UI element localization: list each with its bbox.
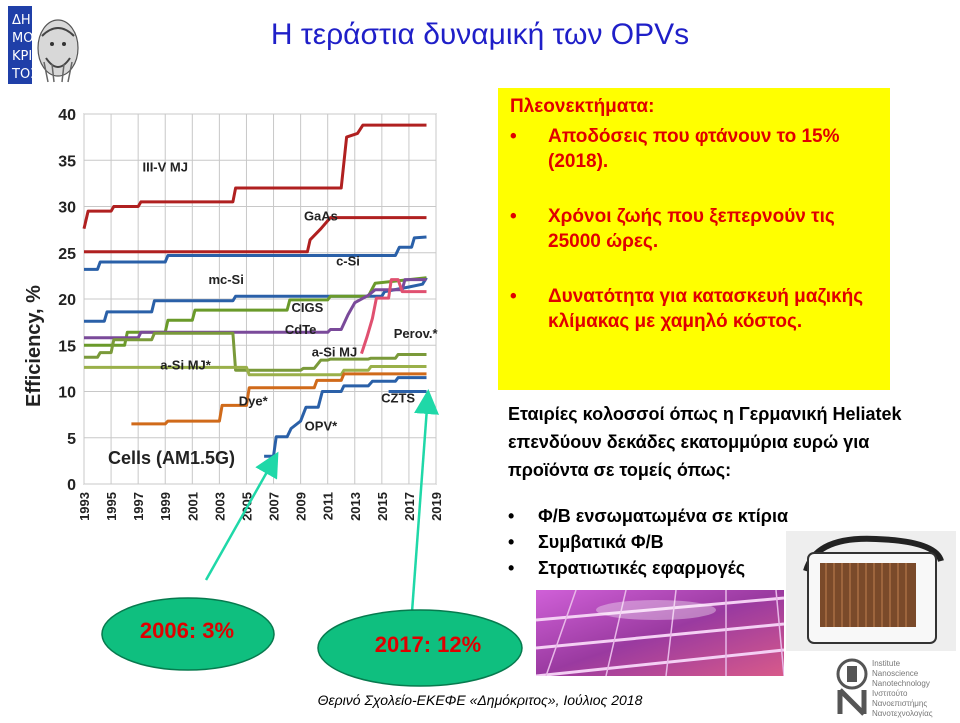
series-label: Dye*: [239, 393, 269, 408]
series-label: Perov.*: [394, 326, 439, 341]
svg-text:Nanoscience: Nanoscience: [872, 669, 919, 678]
advantage-text: Χρόνοι ζωής που ξεπερνούν τις 25000 ώρες…: [548, 206, 835, 252]
chart-x-ticks: 1993199519971999200120032005200720092011…: [77, 492, 444, 521]
series-label: CIGS: [291, 300, 323, 315]
svg-text:ΜΟ: ΜΟ: [12, 31, 33, 46]
x-tick-label: 1993: [77, 492, 92, 521]
companies-intro: Εταιρίες κολοσσοί όπως η Γερμανική Helia…: [508, 404, 902, 480]
advantage-text: Δυνατότητα για κατασκευή μαζικής κλίμακα…: [548, 286, 864, 332]
x-tick-label: 1995: [104, 492, 119, 521]
solar-bag-photo: [786, 531, 956, 651]
callout-2006-ellipse: [101, 597, 275, 671]
series-label: CdTe: [285, 322, 317, 337]
y-tick-label: 10: [58, 385, 76, 402]
series-label: a-Si MJ: [312, 344, 358, 359]
slide-title: Η τεράστια δυναμική των OPVs: [270, 18, 690, 51]
series-line: [84, 216, 427, 254]
inn-logo: Institute Nanoscience Nanotechnology Ινσ…: [832, 656, 952, 718]
callout-2006: 2006: 3%: [139, 618, 235, 643]
solar-panel-photo: [536, 590, 784, 676]
svg-text:ΔΗ: ΔΗ: [12, 13, 31, 28]
series-label: a-Si MJ*: [160, 357, 212, 372]
company-item-text: Συμβατικά Φ/Β: [538, 532, 664, 552]
svg-text:ΤΟΣ: ΤΟΣ: [11, 67, 38, 82]
chart-y-ticks: 0 5 10 15 20 25 30 35 40: [58, 107, 76, 494]
y-tick-label: 15: [58, 338, 76, 355]
series-line: [84, 331, 427, 372]
svg-text:Ινστιτούτο: Ινστιτούτο: [872, 689, 908, 698]
series-label: III-V MJ: [142, 159, 188, 174]
svg-text:Νανοτεχνολογίας: Νανοτεχνολογίας: [872, 709, 933, 718]
chart-y-axis-label: Efficiency, %: [23, 285, 45, 407]
series-label: mc-Si: [208, 272, 243, 287]
democritus-logo: ΔΗ ΜΟ ΚΡΙ ΤΟΣ: [8, 6, 86, 84]
x-tick-label: 2011: [321, 492, 336, 520]
bullet: •: [508, 558, 515, 578]
series-line: [131, 372, 427, 426]
x-tick-label: 2007: [267, 492, 282, 521]
callout-2017-ellipse: [317, 609, 523, 687]
y-tick-label: 5: [67, 431, 76, 448]
series-line: [84, 235, 427, 271]
x-tick-label: 2017: [402, 492, 417, 521]
series-line: [82, 123, 427, 230]
chart-annotation: Cells (AM1.5G): [108, 448, 235, 468]
y-tick-label: 35: [58, 153, 76, 170]
x-tick-label: 2015: [375, 492, 390, 521]
efficiency-chart: III-V MJ GaAs c-Si mc-Si CIGS CdTe Perov.* a-Si…: [23, 107, 444, 521]
bullet: •: [510, 286, 517, 307]
series-label: c-Si: [336, 254, 360, 269]
company-item-text: Φ/Β ενσωματωμένα σε κτίρια: [538, 506, 789, 526]
company-item-text: Στρατιωτικές εφαρμογές: [538, 558, 746, 578]
bullet: •: [510, 206, 517, 227]
inn-logo-mark: Institute Nanoscience Nanotechnology Ινσ…: [836, 658, 933, 718]
x-tick-label: 1999: [158, 492, 173, 521]
callout-2017: 2017: 12%: [374, 632, 482, 657]
y-tick-label: 25: [58, 246, 76, 263]
series-line: [84, 365, 427, 377]
series-line: [84, 276, 427, 347]
svg-text:ΚΡΙ: ΚΡΙ: [12, 49, 32, 64]
y-tick-label: 20: [58, 292, 76, 309]
series-label: CZTS: [381, 391, 415, 406]
footer: Θερινό Σχολείο-ΕΚΕΦΕ «Δημόκριτος», Ιούλι…: [317, 692, 643, 708]
series-label: GaAs: [304, 208, 338, 223]
x-tick-label: 2013: [348, 492, 363, 521]
advantages-box: [498, 88, 890, 390]
y-tick-label: 40: [58, 107, 76, 124]
chart-series: [82, 123, 428, 458]
x-tick-label: 1997: [131, 492, 146, 521]
y-tick-label: 0: [67, 477, 76, 494]
bullet: •: [508, 532, 515, 552]
arrow-2006: [204, 451, 279, 581]
series-line: [360, 278, 427, 355]
y-tick-label: 30: [58, 200, 76, 217]
advantages-heading: Πλεονεκτήματα:: [510, 96, 655, 117]
series-label: OPV*: [305, 418, 338, 433]
svg-text:Νανοεπιστήμης: Νανοεπιστήμης: [872, 699, 927, 708]
x-tick-label: 2003: [212, 492, 227, 521]
chart-series-labels: III-V MJ GaAs c-Si mc-Si CIGS CdTe Perov.* a-Si…: [142, 159, 438, 433]
arrow-2017: [410, 389, 440, 613]
svg-text:Nanotechnology: Nanotechnology: [872, 679, 930, 688]
svg-text:Institute: Institute: [872, 659, 901, 668]
bullet: •: [510, 126, 517, 147]
x-tick-label: 2001: [185, 492, 200, 521]
x-tick-label: 2019: [429, 492, 444, 521]
advantage-text: Αποδόσεις που φτάνουν το 15% (2018).: [548, 126, 840, 172]
series-line: [84, 276, 428, 323]
chart-grid: [83, 113, 437, 485]
x-tick-label: 2009: [294, 492, 309, 521]
bullet: •: [508, 506, 515, 526]
series-line: [264, 376, 427, 458]
